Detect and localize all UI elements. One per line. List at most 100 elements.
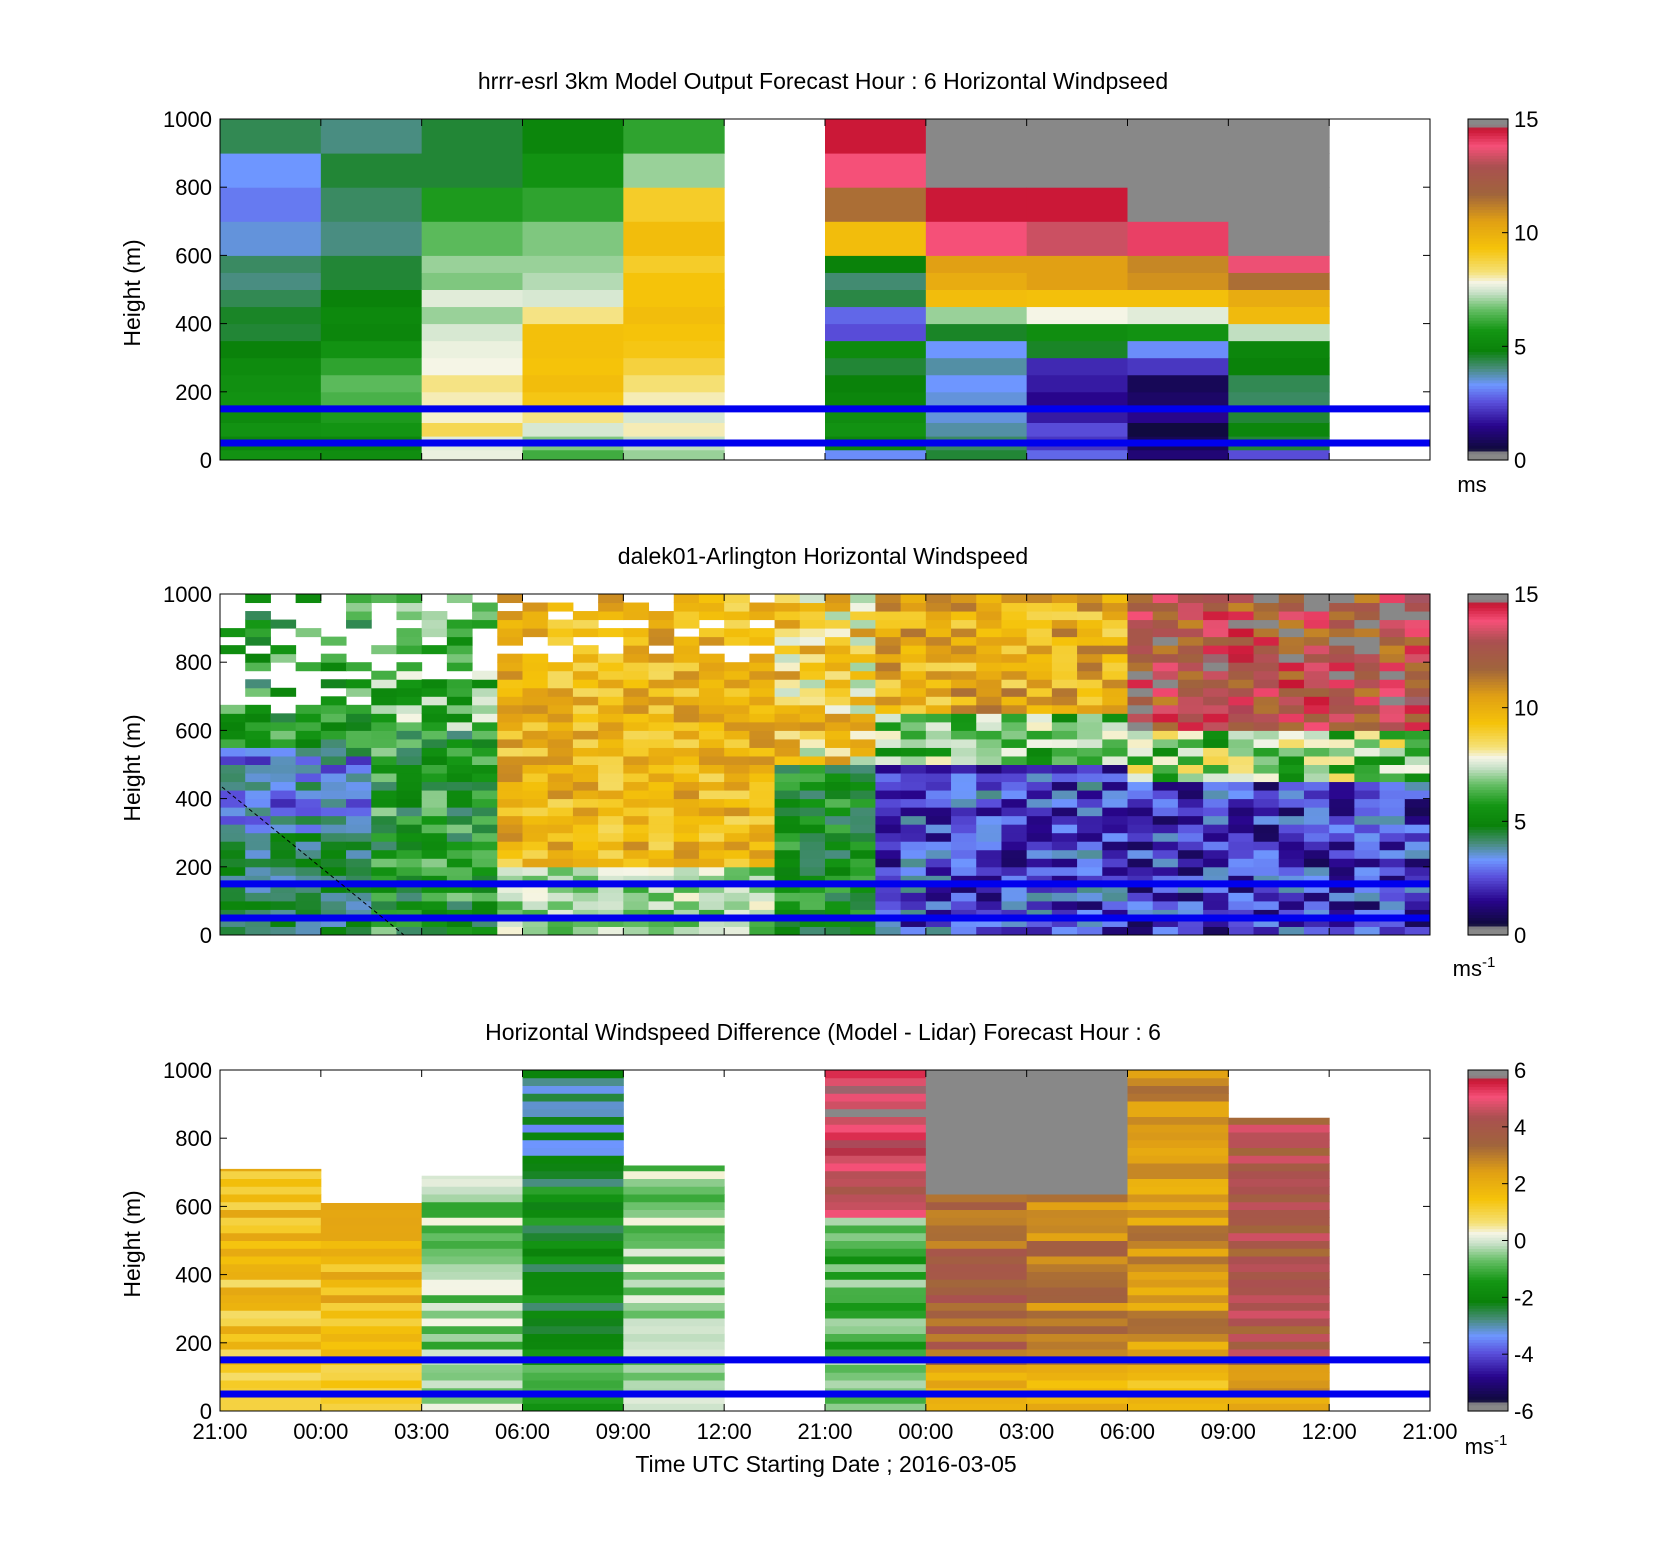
heatmap-cell <box>1077 747 1103 757</box>
colorbar-segment <box>1468 639 1508 643</box>
heatmap-cell <box>1253 781 1280 791</box>
colorbar-segment <box>1468 835 1508 839</box>
heatmap-cell <box>320 1302 423 1311</box>
heatmap-cell <box>1278 807 1305 817</box>
heatmap-cell <box>951 858 977 868</box>
heatmap-cell <box>1127 221 1229 256</box>
heatmap-cell <box>1127 1116 1229 1125</box>
heatmap-cell <box>1077 594 1103 604</box>
heatmap-cell <box>1228 900 1255 910</box>
heatmap-cell <box>623 849 650 859</box>
heatmap-cell <box>1329 917 1355 927</box>
colorbar-segment <box>1468 366 1508 370</box>
heatmap-cell <box>1404 917 1431 927</box>
heatmap-cell <box>1177 917 1204 927</box>
heatmap-cell <box>825 187 927 222</box>
colorbar-segment <box>1468 377 1508 382</box>
heatmap-cell <box>1026 1093 1128 1102</box>
heatmap-cell <box>245 653 271 663</box>
heatmap-cell <box>371 679 397 689</box>
heatmap-cell <box>825 422 927 437</box>
heatmap-cell <box>1026 628 1053 638</box>
heatmap-cell <box>320 357 423 376</box>
heatmap-cell <box>320 704 347 714</box>
heatmap-cell <box>1278 798 1305 808</box>
heatmap-cell <box>1127 1232 1229 1241</box>
heatmap-cell <box>320 790 347 800</box>
heatmap-cell <box>1127 1085 1229 1094</box>
colorbar-segment <box>1468 790 1508 794</box>
heatmap-cell <box>1026 1341 1128 1350</box>
heatmap-cell <box>220 866 246 876</box>
heatmap-cell <box>875 611 902 621</box>
colorbar-segment <box>1468 699 1508 703</box>
colorbar-segment <box>1468 653 1508 658</box>
heatmap-cell <box>1228 909 1255 919</box>
heatmap-cell <box>1077 764 1103 774</box>
heatmap-cell <box>724 832 750 842</box>
heatmap-cell <box>900 687 927 697</box>
heatmap-cell <box>421 1256 523 1265</box>
heatmap-cell <box>346 875 372 885</box>
heatmap-cell <box>1026 747 1053 757</box>
heatmap-cell <box>1253 636 1280 646</box>
heatmap-cell <box>925 653 952 663</box>
heatmap-cell <box>1026 1279 1128 1288</box>
heatmap-cell <box>421 408 523 423</box>
heatmap-cell <box>623 1201 725 1210</box>
heatmap-cell <box>346 773 372 783</box>
heatmap-cell <box>1001 721 1028 731</box>
heatmap-cell <box>1228 1201 1330 1210</box>
heatmap-cell <box>1026 1271 1128 1280</box>
heatmap-cell <box>220 781 246 791</box>
heatmap-cell <box>1203 619 1229 629</box>
heatmap-cell <box>850 628 876 638</box>
heatmap-cell <box>371 909 397 919</box>
heatmap-cell <box>825 909 851 919</box>
heatmap-cell <box>270 815 297 825</box>
colorbar-segment <box>1468 280 1508 285</box>
heatmap-cell <box>1051 594 1078 604</box>
heatmap-cell <box>799 755 826 765</box>
colorbar-segment <box>1468 337 1508 342</box>
heatmap-cell <box>925 917 952 927</box>
heatmap-cell <box>648 790 675 800</box>
heatmap-cell <box>1177 849 1204 859</box>
heatmap-cell <box>724 773 750 783</box>
heatmap-cell <box>421 119 523 154</box>
heatmap-cell <box>951 619 977 629</box>
heatmap-cell <box>774 653 801 663</box>
heatmap-cell <box>749 704 776 714</box>
heatmap-cell <box>1329 781 1355 791</box>
colorbar-segment <box>1468 881 1508 885</box>
colorbar-segment <box>1468 1314 1508 1318</box>
colorbar-segment <box>1468 1081 1508 1085</box>
heatmap-cell <box>1051 721 1078 731</box>
heatmap-cell <box>774 883 801 893</box>
colorbar-segment <box>1468 323 1508 328</box>
heatmap-cell <box>673 662 700 672</box>
colorbar-segment <box>1468 738 1508 743</box>
heatmap-cell <box>1077 713 1103 723</box>
heatmap-cell <box>572 849 599 859</box>
heatmap-cell <box>850 815 876 825</box>
heatmap-cell <box>1152 611 1179 621</box>
heatmap-cell <box>1228 1263 1330 1272</box>
heatmap-cell <box>623 807 650 817</box>
heatmap-cell <box>1379 704 1406 714</box>
heatmap-cell <box>220 917 246 927</box>
heatmap-cell <box>1127 841 1154 851</box>
heatmap-cell <box>547 815 574 825</box>
heatmap-cell <box>799 747 826 757</box>
heatmap-cell <box>1152 849 1179 859</box>
heatmap-cell <box>825 926 851 936</box>
heatmap-cell <box>623 832 650 842</box>
heatmap-cell <box>724 696 750 706</box>
heatmap-cell <box>799 798 826 808</box>
heatmap-cell <box>951 926 977 936</box>
heatmap-cell <box>446 687 473 697</box>
heatmap-cell <box>371 687 397 697</box>
heatmap-cell <box>1278 781 1305 791</box>
heatmap-cell <box>1026 1155 1128 1164</box>
heatmap-cell <box>698 807 725 817</box>
